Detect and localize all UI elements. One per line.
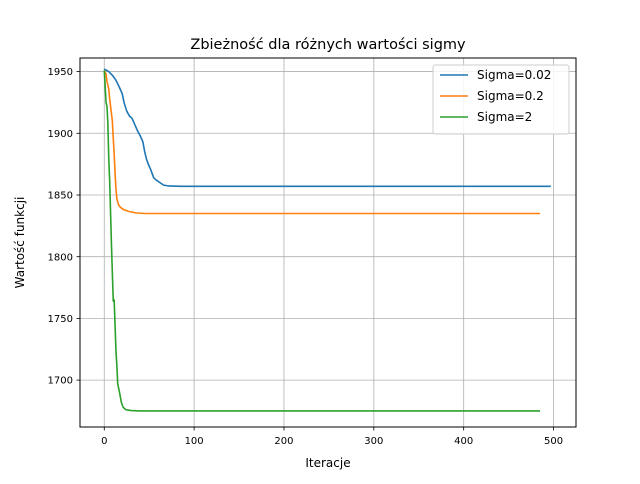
chart-title: Zbieżność dla różnych wartości sigmy bbox=[190, 37, 466, 53]
series-line-2 bbox=[103, 69, 541, 215]
y-axis-label: Wartość funkcji bbox=[13, 197, 27, 289]
y-tick-label: 1900 bbox=[48, 129, 73, 140]
legend-label: Sigma=0.2 bbox=[477, 89, 544, 103]
x-tick-label: 100 bbox=[185, 436, 204, 447]
x-tick-label: 0 bbox=[101, 436, 107, 447]
legend-label: Sigma=0.02 bbox=[477, 68, 551, 82]
series-line-3 bbox=[103, 70, 541, 412]
x-tick-label: 500 bbox=[544, 436, 563, 447]
x-tick-label: 400 bbox=[454, 436, 473, 447]
y-tick-label: 1950 bbox=[48, 67, 73, 78]
axis-ticks: 0 100 200 300 400 500 1700 1750 1800 1850 1900 1950 bbox=[48, 67, 564, 447]
x-tick-label: 300 bbox=[364, 436, 383, 447]
x-axis-label: Iteracje bbox=[305, 456, 350, 470]
y-tick-label: 1700 bbox=[48, 376, 73, 387]
legend: Sigma=0.02 Sigma=0.2 Sigma=2 bbox=[432, 64, 570, 135]
series-line-1 bbox=[103, 68, 551, 188]
y-tick-label: 1800 bbox=[48, 252, 73, 263]
y-tick-label: 1750 bbox=[48, 314, 73, 325]
plot-frame bbox=[79, 57, 577, 428]
legend-label: Sigma=2 bbox=[477, 110, 532, 124]
x-tick-label: 200 bbox=[274, 436, 293, 447]
y-tick-label: 1850 bbox=[48, 191, 73, 202]
series-lines bbox=[103, 68, 551, 412]
